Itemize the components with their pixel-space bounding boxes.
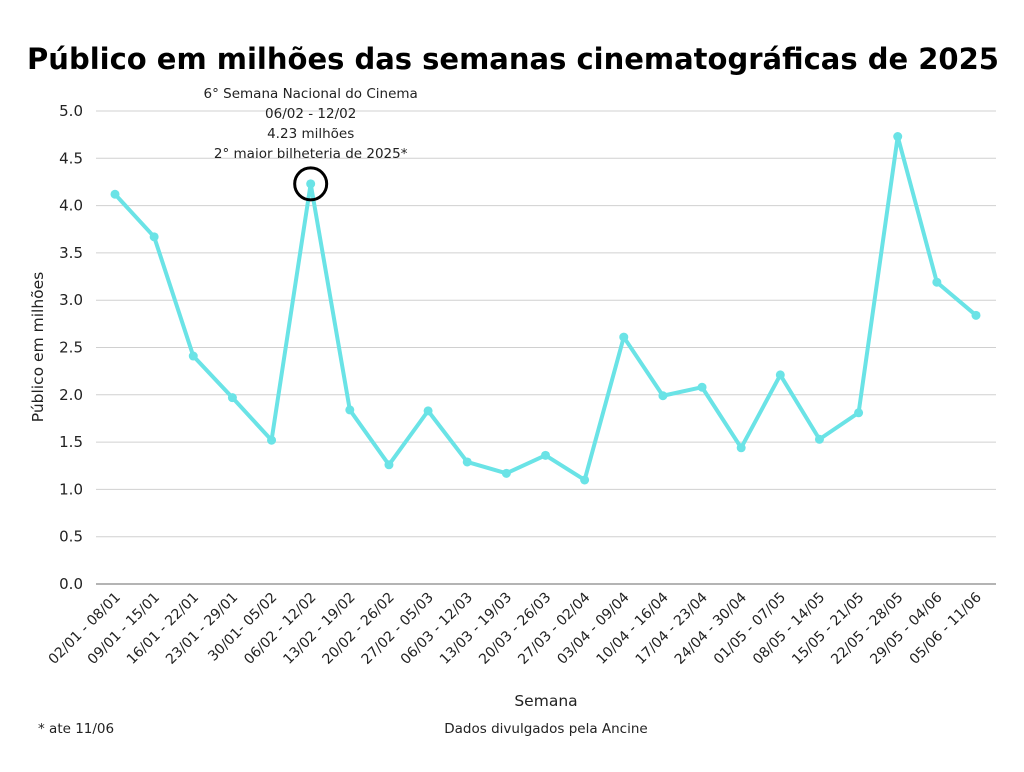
data-point (541, 450, 550, 460)
data-point (619, 332, 629, 342)
data-point (306, 179, 316, 189)
annotation: 6° Semana Nacional do Cinema 06/02 - 12/0… (204, 86, 418, 202)
data-point (462, 457, 472, 467)
data-point (384, 460, 394, 470)
data-point (188, 351, 198, 361)
data-point (267, 435, 277, 445)
y-tick-label: 5.0 (59, 102, 83, 120)
data-point (893, 132, 903, 142)
data-point (580, 475, 590, 485)
gridlines (96, 110, 996, 585)
data-point (227, 393, 237, 403)
data-point (932, 277, 942, 287)
data-point (775, 370, 785, 380)
data-point (971, 310, 981, 320)
footnote-source: Dados divulgados pela Ancine (444, 721, 647, 737)
data-point (697, 382, 707, 392)
series-line (110, 132, 981, 485)
data-point (658, 391, 668, 401)
annotation-text: 06/02 - 12/02 (265, 106, 356, 122)
data-point (345, 405, 355, 415)
x-tick-label: 05/06 - 11/06 (907, 589, 985, 667)
data-point (501, 468, 511, 478)
annotation-text: 2° maior bilheteria de 2025* (214, 146, 408, 162)
data-point (423, 406, 433, 416)
chart-title: Público em milhões das semanas cinematog… (27, 42, 999, 76)
y-tick-label: 3.0 (59, 291, 83, 309)
y-axis-label: Público em milhões (29, 272, 47, 422)
x-axis-label: Semana (514, 692, 577, 710)
y-tick-label: 2.0 (59, 386, 83, 404)
y-tick-label: 0.5 (59, 528, 83, 546)
y-tick-label: 4.5 (59, 149, 83, 167)
data-point (110, 189, 120, 199)
data-point (854, 408, 864, 418)
y-tick-label: 2.5 (59, 339, 83, 357)
y-tick-labels: 0.0 0.5 1.0 1.5 2.0 2.5 3.0 3.5 4.0 4.5 5.0 (59, 102, 83, 593)
series-line-path (113, 134, 978, 482)
y-tick-label: 0.0 (59, 575, 83, 593)
y-tick-label: 3.5 (59, 244, 83, 262)
annotation-text: 6° Semana Nacional do Cinema (204, 86, 418, 102)
y-tick-label: 1.5 (59, 433, 83, 451)
annotation-circle (293, 166, 329, 202)
data-point (736, 443, 746, 453)
annotation-text: 4.23 milhões (267, 126, 354, 142)
y-tick-label: 4.0 (59, 197, 83, 215)
data-point (814, 434, 824, 444)
y-tick-label: 1.0 (59, 480, 83, 498)
x-tick-label: 30/01- 05/02 (205, 590, 280, 665)
data-point (149, 232, 159, 242)
footnote-left: * ate 11/06 (38, 721, 114, 737)
